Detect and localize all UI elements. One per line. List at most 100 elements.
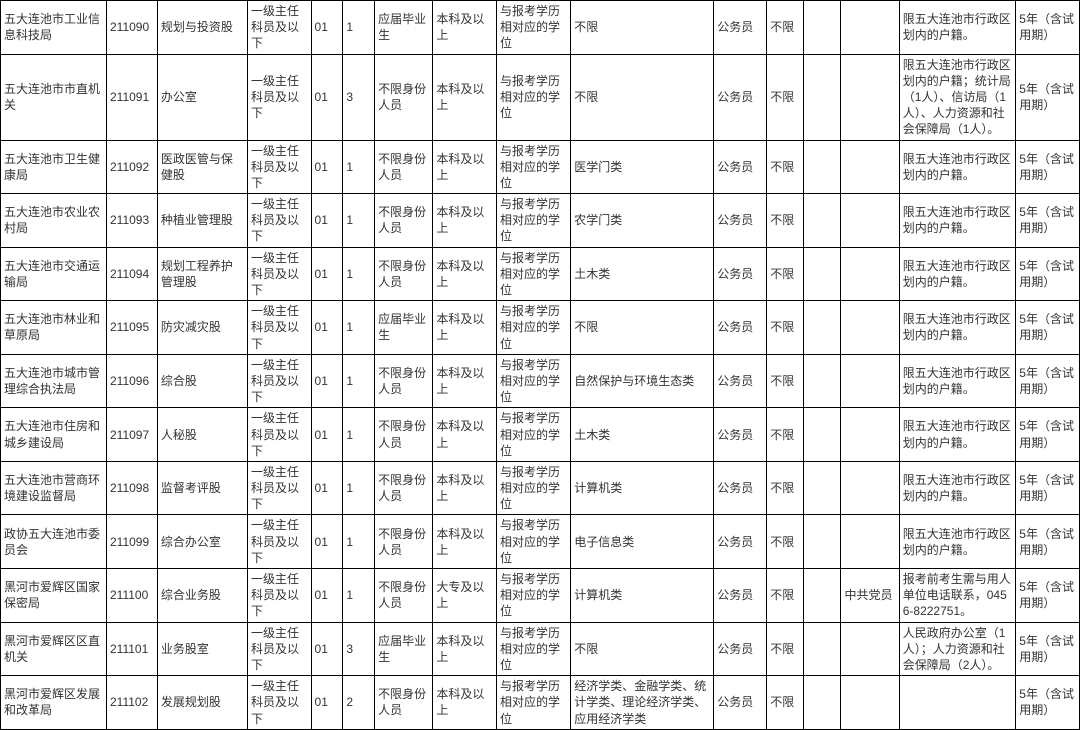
table-cell: 自然保护与环境生态类 <box>571 354 714 408</box>
table-cell: 电子信息类 <box>571 515 714 569</box>
table-cell: 不限 <box>767 569 804 623</box>
table-cell: 本科及以上 <box>433 54 497 140</box>
table-cell: 3 <box>343 622 375 676</box>
table-cell: 五大连池市市直机关 <box>1 54 107 140</box>
table-row: 五大连池市住房和城乡建设局211097人秘股一级主任科员及以下011不限身份人员… <box>1 408 1080 462</box>
table-cell: 5年（含试用期） <box>1016 194 1080 248</box>
table-cell: 01 <box>311 408 343 462</box>
table-cell: 01 <box>311 461 343 515</box>
table-cell: 经济学类、金融学类、统计学类、理论经济学类、应用经济学类 <box>571 676 714 730</box>
table-cell: 1 <box>343 301 375 355</box>
table-cell: 一级主任科员及以下 <box>247 569 311 623</box>
table-cell: 与报考学历相对应的学位 <box>497 408 571 462</box>
table-cell: 不限 <box>767 301 804 355</box>
table-cell: 发展规划股 <box>157 676 247 730</box>
table-cell: 211101 <box>106 622 157 676</box>
table-cell: 黑河市爱辉区国家保密局 <box>1 569 107 623</box>
table-cell: 与报考学历相对应的学位 <box>497 194 571 248</box>
table-cell: 5年（含试用期） <box>1016 408 1080 462</box>
table-cell <box>841 354 899 408</box>
table-cell: 应届毕业生 <box>375 301 433 355</box>
table-cell: 211096 <box>106 354 157 408</box>
table-cell: 规划与投资股 <box>157 1 247 55</box>
table-cell: 限五大连池市行政区划内的户籍。 <box>899 515 1016 569</box>
table-cell: 不限 <box>767 676 804 730</box>
table-cell: 一级主任科员及以下 <box>247 54 311 140</box>
table-cell: 1 <box>343 515 375 569</box>
table-cell: 01 <box>311 569 343 623</box>
table-cell: 不限 <box>767 515 804 569</box>
table-cell: 监督考评股 <box>157 461 247 515</box>
table-cell: 不限 <box>767 247 804 301</box>
table-cell: 综合业务股 <box>157 569 247 623</box>
table-cell <box>841 1 899 55</box>
table-cell: 5年（含试用期） <box>1016 569 1080 623</box>
table-cell: 五大连池市农业农村局 <box>1 194 107 248</box>
table-cell: 1 <box>343 461 375 515</box>
table-cell: 应届毕业生 <box>375 1 433 55</box>
table-cell: 五大连池市卫生健康局 <box>1 140 107 194</box>
table-cell <box>804 676 841 730</box>
table-cell: 5年（含试用期） <box>1016 54 1080 140</box>
table-cell: 种植业管理股 <box>157 194 247 248</box>
table-cell: 与报考学历相对应的学位 <box>497 569 571 623</box>
table-cell: 报考前考生需与用人单位电话联系，0456-8222751。 <box>899 569 1016 623</box>
table-cell: 不限身份人员 <box>375 569 433 623</box>
table-cell: 公务员 <box>714 140 767 194</box>
table-cell: 本科及以上 <box>433 194 497 248</box>
table-cell: 计算机类 <box>571 461 714 515</box>
table-cell: 211097 <box>106 408 157 462</box>
table-cell: 黑河市爱辉区发展和改革局 <box>1 676 107 730</box>
table-cell: 不限身份人员 <box>375 140 433 194</box>
table-cell <box>841 194 899 248</box>
table-cell: 公务员 <box>714 1 767 55</box>
table-cell: 大专及以上 <box>433 569 497 623</box>
table-cell: 不限 <box>571 622 714 676</box>
table-cell: 不限 <box>767 1 804 55</box>
table-container: 五大连池市工业信息科技局211090规划与投资股一级主任科员及以下011应届毕业… <box>0 0 1080 730</box>
table-cell: 不限 <box>767 408 804 462</box>
table-row: 五大连池市卫生健康局211092医政医管与保健股一级主任科员及以下011不限身份… <box>1 140 1080 194</box>
table-cell: 不限 <box>767 622 804 676</box>
table-row: 五大连池市工业信息科技局211090规划与投资股一级主任科员及以下011应届毕业… <box>1 1 1080 55</box>
table-cell: 与报考学历相对应的学位 <box>497 247 571 301</box>
table-cell: 限五大连池市行政区划内的户籍。 <box>899 461 1016 515</box>
table-cell <box>804 194 841 248</box>
positions-table: 五大连池市工业信息科技局211090规划与投资股一级主任科员及以下011应届毕业… <box>0 0 1080 730</box>
table-cell: 1 <box>343 140 375 194</box>
table-cell: 限五大连池市行政区划内的户籍。 <box>899 247 1016 301</box>
table-cell: 业务股室 <box>157 622 247 676</box>
table-cell: 5年（含试用期） <box>1016 247 1080 301</box>
table-cell: 不限 <box>767 354 804 408</box>
table-cell: 5年（含试用期） <box>1016 676 1080 730</box>
table-cell: 五大连池市工业信息科技局 <box>1 1 107 55</box>
table-cell: 不限身份人员 <box>375 54 433 140</box>
table-cell: 一级主任科员及以下 <box>247 1 311 55</box>
table-cell: 2 <box>343 676 375 730</box>
table-cell: 不限 <box>571 54 714 140</box>
table-row: 五大连池市农业农村局211093种植业管理股一级主任科员及以下011不限身份人员… <box>1 194 1080 248</box>
table-cell: 一级主任科员及以下 <box>247 247 311 301</box>
table-cell <box>804 461 841 515</box>
table-cell: 公务员 <box>714 354 767 408</box>
table-cell: 211092 <box>106 140 157 194</box>
table-cell: 五大连池市城市管理综合执法局 <box>1 354 107 408</box>
table-cell: 不限身份人员 <box>375 461 433 515</box>
table-cell: 限五大连池市行政区划内的户籍。 <box>899 301 1016 355</box>
table-cell: 一级主任科员及以下 <box>247 354 311 408</box>
table-row: 五大连池市城市管理综合执法局211096综合股一级主任科员及以下011不限身份人… <box>1 354 1080 408</box>
table-cell: 与报考学历相对应的学位 <box>497 301 571 355</box>
table-cell: 五大连池市交通运输局 <box>1 247 107 301</box>
table-cell <box>804 408 841 462</box>
table-cell: 1 <box>343 354 375 408</box>
table-cell: 综合办公室 <box>157 515 247 569</box>
table-cell: 公务员 <box>714 408 767 462</box>
table-cell: 不限身份人员 <box>375 408 433 462</box>
table-cell: 本科及以上 <box>433 515 497 569</box>
table-cell: 与报考学历相对应的学位 <box>497 461 571 515</box>
table-cell: 211100 <box>106 569 157 623</box>
table-cell: 不限 <box>767 54 804 140</box>
table-cell: 人秘股 <box>157 408 247 462</box>
table-cell: 政协五大连池市委员会 <box>1 515 107 569</box>
table-cell: 01 <box>311 676 343 730</box>
